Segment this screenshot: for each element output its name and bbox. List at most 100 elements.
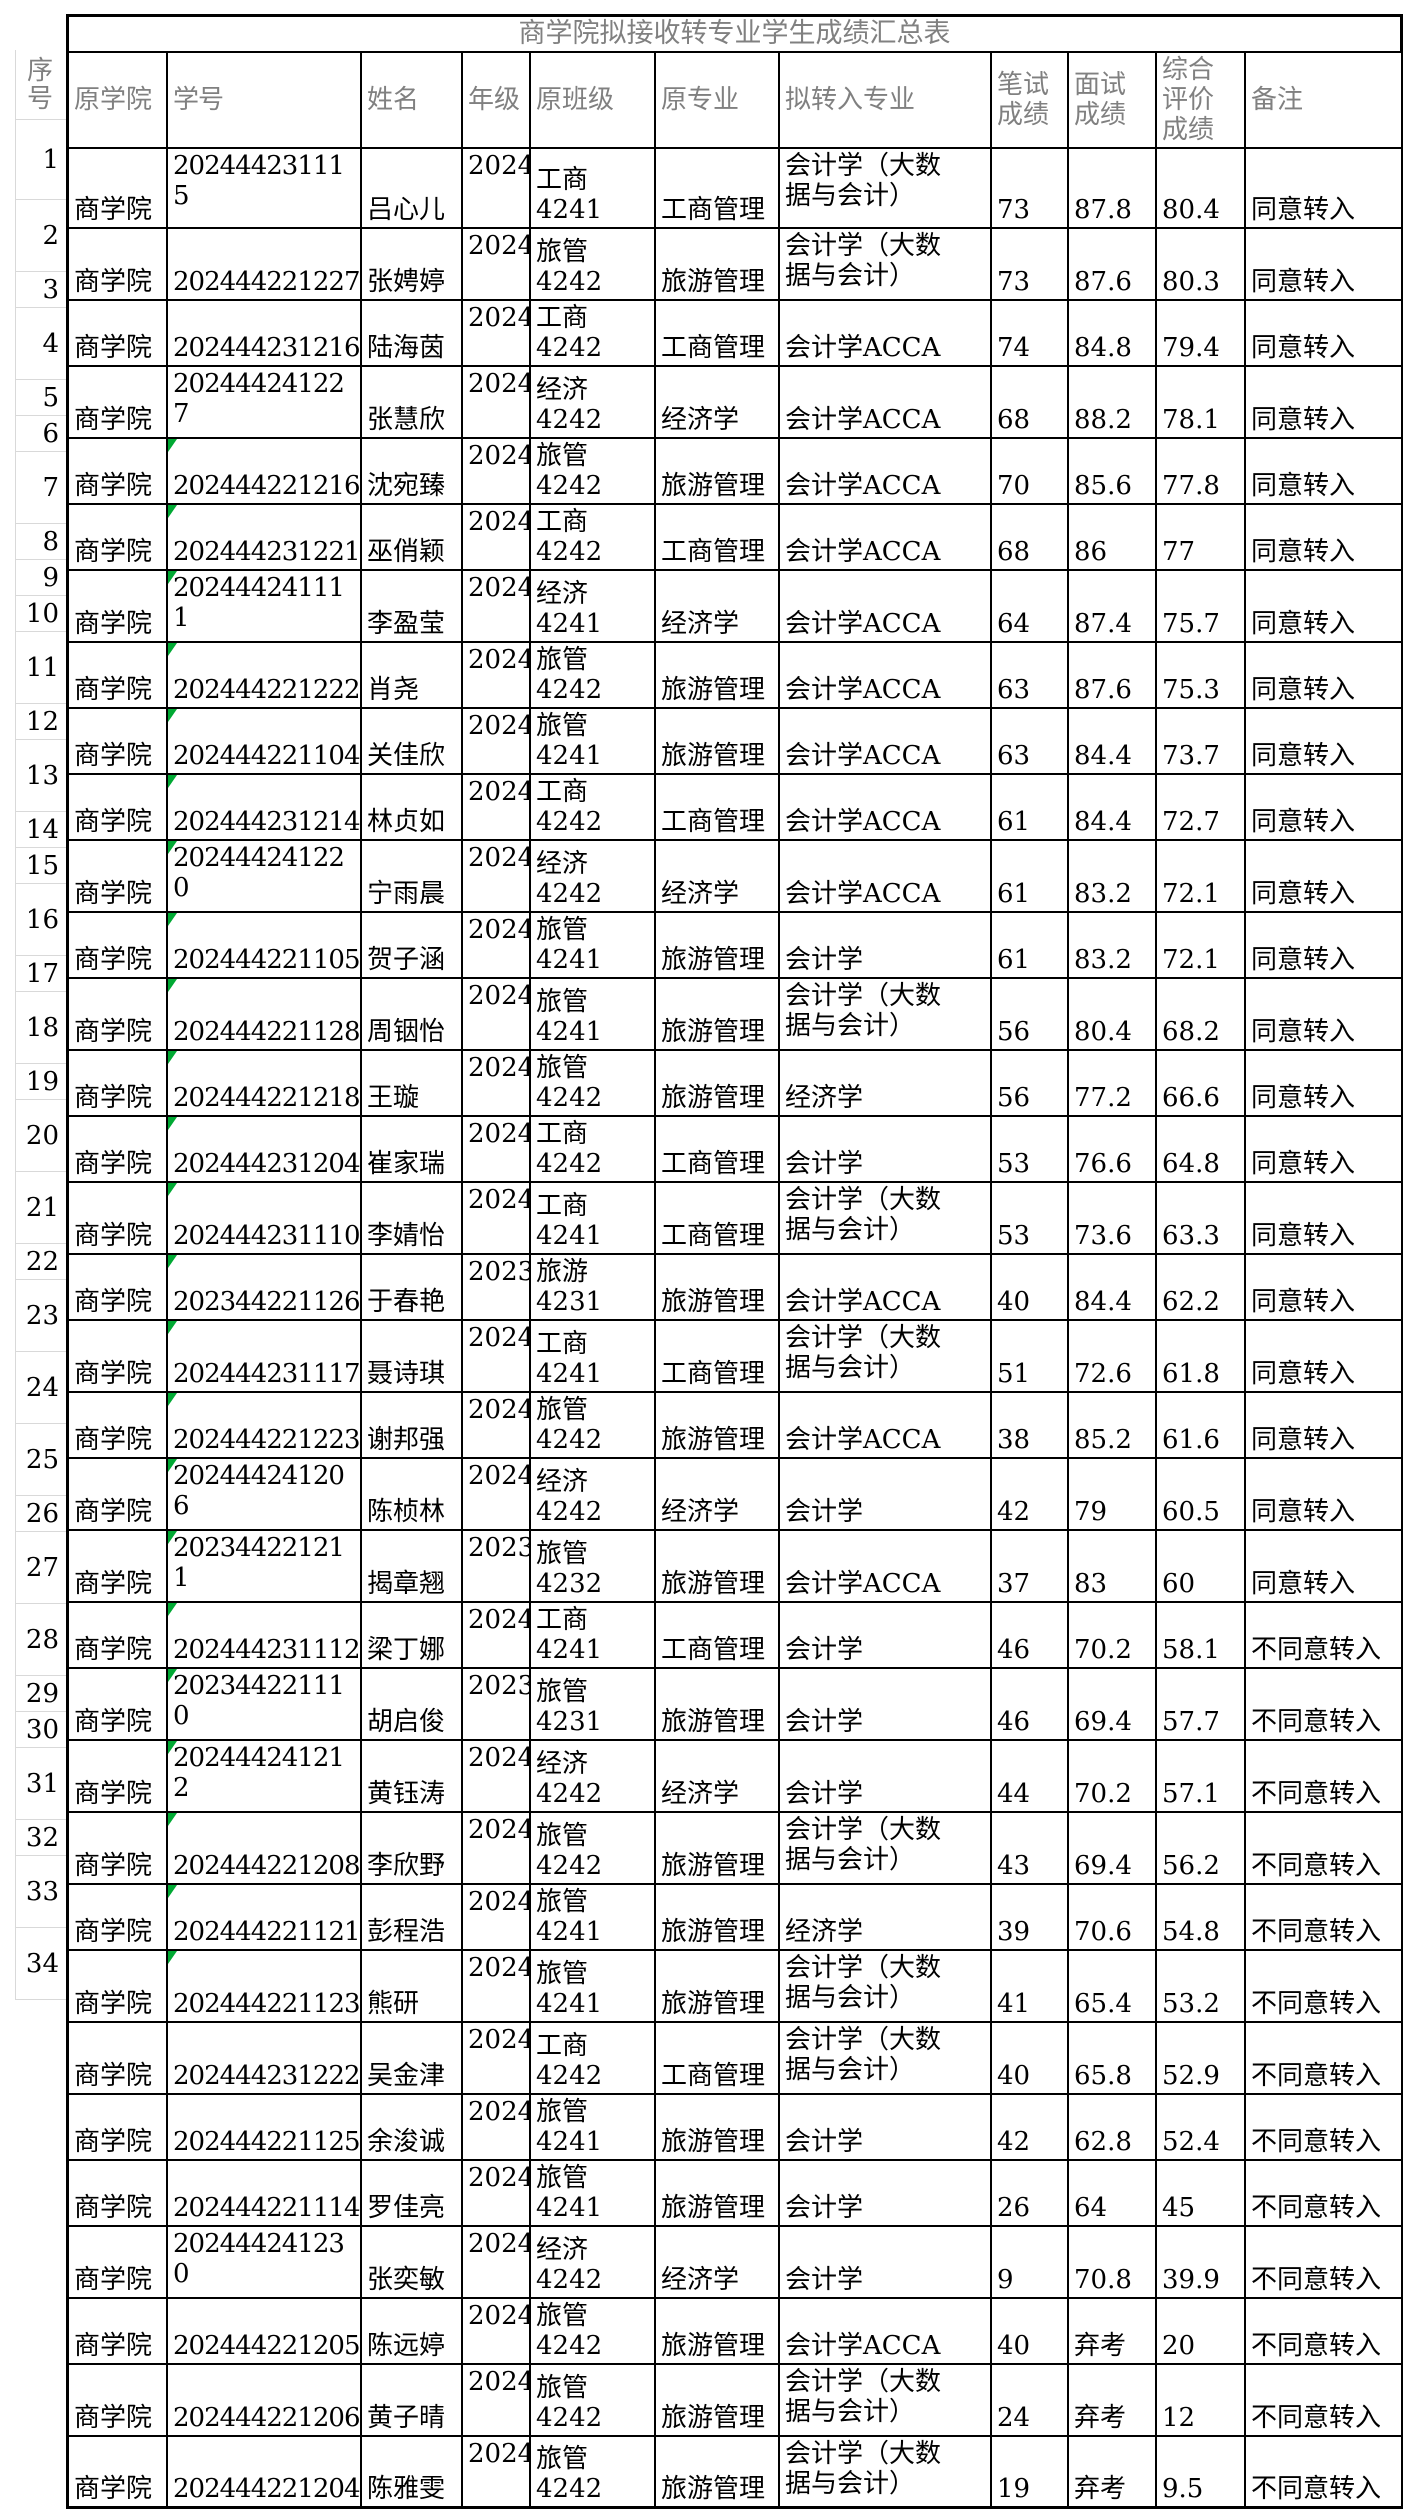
cell-written[interactable]: 42 <box>992 1459 1069 1531</box>
cell-cls[interactable]: 旅管4242 <box>531 1393 656 1459</box>
cell-target[interactable]: 会计学（大数 据与会计） <box>780 229 992 301</box>
row-number[interactable]: 4 <box>15 308 66 380</box>
cell-target[interactable]: 会计学ACCA <box>780 1531 992 1603</box>
cell-remark[interactable]: 不同意转入 <box>1246 2365 1404 2437</box>
cell-id[interactable]: 202444231222 <box>168 2023 362 2095</box>
cell-major[interactable]: 旅游管理 <box>656 913 780 979</box>
cell-written[interactable]: 40 <box>992 1255 1069 1321</box>
cell-target[interactable]: 会计学（大数 据与会计） <box>780 1321 992 1393</box>
cell-target[interactable]: 会计学ACCA <box>780 1255 992 1321</box>
cell-comp[interactable]: 77 <box>1157 505 1246 571</box>
cell-comp[interactable]: 61.6 <box>1157 1393 1246 1459</box>
cell-remark[interactable]: 同意转入 <box>1246 367 1404 439</box>
cell-grade[interactable]: 2024 <box>463 1393 531 1459</box>
cell-written[interactable]: 61 <box>992 841 1069 913</box>
cell-written[interactable]: 46 <box>992 1669 1069 1741</box>
cell-target[interactable]: 经济学 <box>780 1051 992 1117</box>
cell-remark[interactable]: 不同意转入 <box>1246 2227 1404 2299</box>
cell-id[interactable]: 20244424123 0 <box>168 2227 362 2299</box>
cell-interview[interactable]: 87.8 <box>1069 149 1157 229</box>
cell-remark[interactable]: 不同意转入 <box>1246 1885 1404 1951</box>
cell-cls[interactable]: 旅管4242 <box>531 229 656 301</box>
cell-cls[interactable]: 旅管4231 <box>531 1669 656 1741</box>
cell-major[interactable]: 旅游管理 <box>656 229 780 301</box>
cell-written[interactable]: 19 <box>992 2437 1069 2509</box>
cell-id[interactable]: 202344221126 <box>168 1255 362 1321</box>
cell-target[interactable]: 会计学ACCA <box>780 301 992 367</box>
row-number[interactable]: 28 <box>15 1604 66 1676</box>
cell-comp[interactable]: 53.2 <box>1157 1951 1246 2023</box>
cell-college[interactable]: 商学院 <box>66 1183 168 1255</box>
cell-college[interactable]: 商学院 <box>66 913 168 979</box>
cell-major[interactable]: 旅游管理 <box>656 2299 780 2365</box>
cell-written[interactable]: 9 <box>992 2227 1069 2299</box>
cell-name[interactable]: 陈雅雯 <box>362 2437 463 2509</box>
cell-interview[interactable]: 86 <box>1069 505 1157 571</box>
cell-id[interactable]: 202444221216 <box>168 439 362 505</box>
cell-written[interactable]: 41 <box>992 1951 1069 2023</box>
cell-college[interactable]: 商学院 <box>66 1741 168 1813</box>
row-number[interactable]: 10 <box>15 596 66 632</box>
cell-id[interactable]: 202444221227 <box>168 229 362 301</box>
cell-college[interactable]: 商学院 <box>66 1117 168 1183</box>
cell-name[interactable]: 胡启俊 <box>362 1669 463 1741</box>
cell-written[interactable]: 64 <box>992 571 1069 643</box>
cell-name[interactable]: 李欣野 <box>362 1813 463 1885</box>
cell-cls[interactable]: 旅管4242 <box>531 643 656 709</box>
cell-interview[interactable]: 77.2 <box>1069 1051 1157 1117</box>
cell-interview[interactable]: 83.2 <box>1069 841 1157 913</box>
cell-interview[interactable]: 84.4 <box>1069 709 1157 775</box>
cell-id[interactable]: 20244424111 1 <box>168 571 362 643</box>
cell-remark[interactable]: 不同意转入 <box>1246 2161 1404 2227</box>
cell-college[interactable]: 商学院 <box>66 1321 168 1393</box>
cell-interview[interactable]: 70.8 <box>1069 2227 1157 2299</box>
cell-cls[interactable]: 经济4242 <box>531 1459 656 1531</box>
cell-cls[interactable]: 工商4241 <box>531 1603 656 1669</box>
cell-college[interactable]: 商学院 <box>66 301 168 367</box>
cell-college[interactable]: 商学院 <box>66 979 168 1051</box>
cell-interview[interactable]: 64 <box>1069 2161 1157 2227</box>
cell-name[interactable]: 崔家瑞 <box>362 1117 463 1183</box>
row-number[interactable]: 8 <box>15 524 66 560</box>
cell-target[interactable]: 会计学ACCA <box>780 709 992 775</box>
cell-grade[interactable]: 2024 <box>463 841 531 913</box>
cell-target[interactable]: 会计学 <box>780 2095 992 2161</box>
cell-grade[interactable]: 2024 <box>463 571 531 643</box>
cell-major[interactable]: 经济学 <box>656 1459 780 1531</box>
cell-written[interactable]: 42 <box>992 2095 1069 2161</box>
cell-cls[interactable]: 旅管4241 <box>531 913 656 979</box>
cell-grade[interactable]: 2023 <box>463 1255 531 1321</box>
cell-grade[interactable]: 2024 <box>463 1183 531 1255</box>
cell-cls[interactable]: 旅管4241 <box>531 979 656 1051</box>
cell-written[interactable]: 61 <box>992 775 1069 841</box>
row-number[interactable]: 29 <box>15 1676 66 1712</box>
cell-interview[interactable]: 88.2 <box>1069 367 1157 439</box>
cell-cls[interactable]: 旅管4241 <box>531 1951 656 2023</box>
cell-college[interactable]: 商学院 <box>66 2437 168 2509</box>
cell-remark[interactable]: 不同意转入 <box>1246 1603 1404 1669</box>
row-number[interactable]: 32 <box>15 1820 66 1856</box>
cell-college[interactable]: 商学院 <box>66 2299 168 2365</box>
cell-comp[interactable]: 80.4 <box>1157 149 1246 229</box>
cell-written[interactable]: 68 <box>992 367 1069 439</box>
cell-name[interactable]: 吕心儿 <box>362 149 463 229</box>
cell-id[interactable]: 202444221204 <box>168 2437 362 2509</box>
cell-cls[interactable]: 旅管4242 <box>531 2365 656 2437</box>
cell-interview[interactable]: 83.2 <box>1069 913 1157 979</box>
cell-comp[interactable]: 12 <box>1157 2365 1246 2437</box>
cell-remark[interactable]: 不同意转入 <box>1246 2023 1404 2095</box>
cell-college[interactable]: 商学院 <box>66 1531 168 1603</box>
cell-major[interactable]: 经济学 <box>656 2227 780 2299</box>
cell-grade[interactable]: 2024 <box>463 2095 531 2161</box>
cell-grade[interactable]: 2024 <box>463 2227 531 2299</box>
cell-cls[interactable]: 工商4241 <box>531 1321 656 1393</box>
cell-grade[interactable]: 2024 <box>463 2161 531 2227</box>
cell-cls[interactable]: 旅管4242 <box>531 2299 656 2365</box>
column-header-major[interactable]: 原专业 <box>656 53 780 149</box>
row-number[interactable]: 1 <box>15 120 66 200</box>
cell-major[interactable]: 工商管理 <box>656 1117 780 1183</box>
cell-written[interactable]: 43 <box>992 1813 1069 1885</box>
row-number[interactable]: 22 <box>15 1244 66 1280</box>
cell-name[interactable]: 黄钰涛 <box>362 1741 463 1813</box>
cell-college[interactable]: 商学院 <box>66 2095 168 2161</box>
